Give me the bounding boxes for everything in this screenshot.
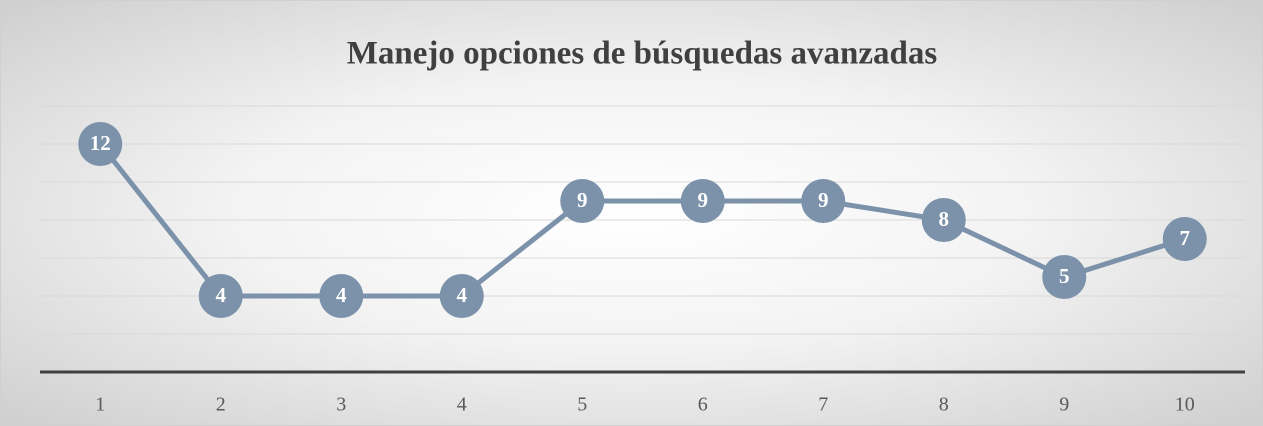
data-point: [680, 179, 725, 223]
x-tick-label: 9: [1059, 394, 1069, 416]
data-point: [78, 122, 123, 166]
data-line: [98, 142, 1186, 299]
data-point: [1042, 255, 1087, 299]
data-label: 8: [939, 207, 950, 231]
x-tick-label: 10: [1175, 394, 1195, 416]
chart-title: Manejo opciones de búsquedas avanzadas: [347, 36, 938, 72]
x-tick-label: 5: [577, 394, 587, 416]
data-label: 4: [336, 283, 347, 307]
data-label: 4: [457, 283, 468, 307]
data-point: [198, 274, 243, 318]
x-tick-label: 4: [457, 394, 467, 416]
data-label: 12: [90, 131, 111, 155]
data-point: [801, 179, 846, 223]
data-point: [439, 274, 484, 318]
data-label: 7: [1180, 226, 1191, 250]
x-tick-label: 2: [216, 394, 226, 416]
x-tick-label: 1: [95, 394, 105, 416]
data-point: [319, 274, 364, 318]
data-label: 9: [818, 188, 829, 212]
data-point: [921, 198, 966, 242]
data-label: 9: [698, 188, 709, 212]
x-tick-label: 8: [939, 394, 949, 416]
data-label: 9: [577, 188, 588, 212]
x-tick-label: 3: [336, 394, 346, 416]
x-tick-label: 7: [818, 394, 828, 416]
data-label: 5: [1059, 264, 1070, 288]
data-point: [1162, 217, 1207, 261]
data-point: [560, 179, 605, 223]
x-tick-label: 6: [698, 394, 708, 416]
data-label: 4: [216, 283, 227, 307]
